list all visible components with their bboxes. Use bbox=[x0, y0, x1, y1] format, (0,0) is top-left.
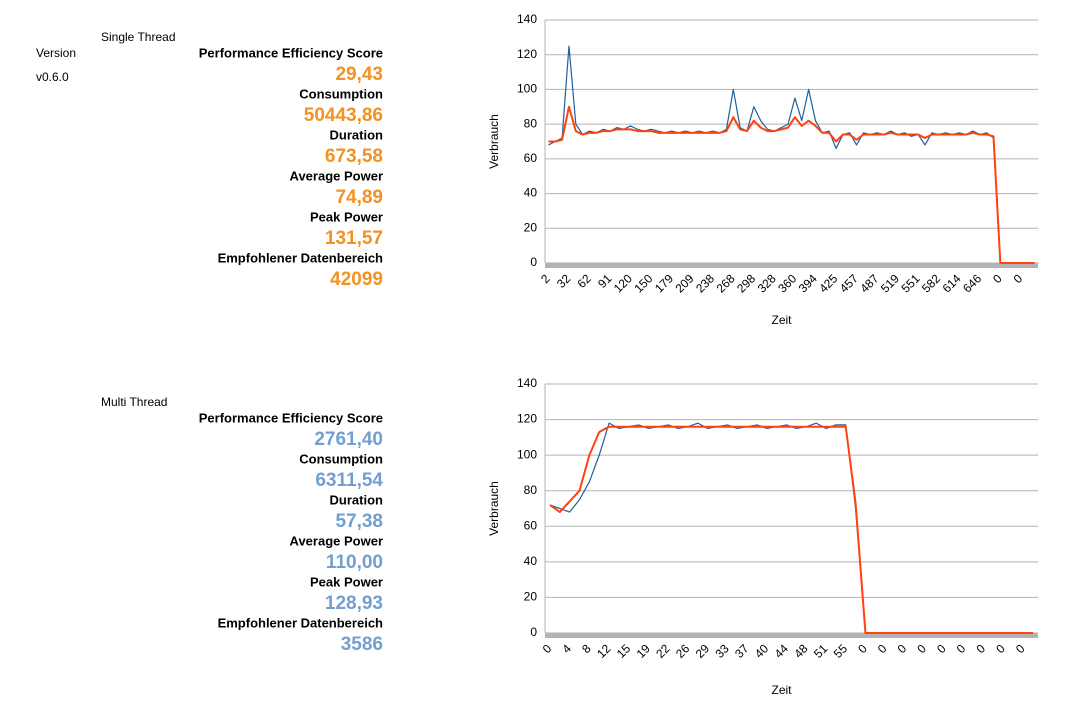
metric-label: Average Power bbox=[290, 168, 383, 183]
y-tick-label: 100 bbox=[517, 447, 537, 461]
y-tick-label: 20 bbox=[524, 590, 538, 604]
y-tick-label: 120 bbox=[517, 47, 537, 61]
metric-label: Performance Efficiency Score bbox=[199, 45, 383, 60]
metric-label: Peak Power bbox=[310, 209, 383, 224]
metric-label: Average Power bbox=[290, 533, 383, 548]
metric-value: 50443,86 bbox=[304, 105, 383, 126]
y-axis-title: Verbrauch bbox=[487, 114, 501, 169]
block-title: Multi Thread bbox=[101, 395, 167, 409]
metric-value: 42099 bbox=[330, 269, 383, 290]
metric-label: Empfohlener Datenbereich bbox=[218, 250, 383, 265]
version-label: Version bbox=[36, 46, 76, 60]
metric-value: 3586 bbox=[341, 634, 383, 655]
y-tick-label: 60 bbox=[524, 151, 538, 165]
metric-value: 110,00 bbox=[326, 552, 383, 573]
metric-value: 2761,40 bbox=[314, 429, 383, 450]
metric-label: Duration bbox=[330, 492, 384, 507]
x-axis-band bbox=[545, 633, 1038, 638]
metric-value: 128,93 bbox=[325, 593, 383, 614]
metric-label: Consumption bbox=[299, 86, 383, 101]
metric-value: 131,57 bbox=[325, 228, 383, 249]
y-tick-label: 140 bbox=[517, 12, 537, 26]
metric-value: 74,89 bbox=[335, 187, 383, 208]
x-axis-band bbox=[545, 263, 1038, 268]
metric-label: Empfohlener Datenbereich bbox=[218, 615, 383, 630]
metric-value: 6311,54 bbox=[315, 470, 383, 491]
data-line bbox=[549, 425, 1034, 634]
y-tick-label: 40 bbox=[524, 186, 538, 200]
metric-value: 57,38 bbox=[335, 511, 383, 532]
y-tick-label: 120 bbox=[517, 412, 537, 426]
y-axis-title: Verbrauch bbox=[487, 481, 501, 536]
data-line bbox=[548, 105, 1035, 264]
metric-value: 29,43 bbox=[335, 64, 383, 85]
metric-label: Consumption bbox=[299, 451, 383, 466]
y-tick-label: 40 bbox=[524, 554, 538, 568]
y-tick-label: 80 bbox=[524, 483, 538, 497]
metric-value: 673,58 bbox=[325, 146, 383, 167]
y-tick-label: 100 bbox=[517, 82, 537, 96]
y-tick-label: 60 bbox=[524, 518, 538, 532]
y-tick-label: 80 bbox=[524, 116, 538, 130]
block-title: Single Thread bbox=[101, 30, 176, 44]
y-tick-label: 20 bbox=[524, 220, 538, 234]
metric-label: Duration bbox=[330, 127, 384, 142]
x-axis-title: Zeit bbox=[771, 683, 792, 697]
x-axis-title: Zeit bbox=[771, 313, 792, 327]
version: v0.6.0 bbox=[36, 70, 69, 84]
y-tick-label: 140 bbox=[517, 376, 537, 390]
y-tick-label: 0 bbox=[530, 255, 537, 269]
metric-label: Peak Power bbox=[310, 574, 383, 589]
y-tick-label: 0 bbox=[530, 625, 537, 639]
metric-label: Performance Efficiency Score bbox=[199, 410, 383, 425]
